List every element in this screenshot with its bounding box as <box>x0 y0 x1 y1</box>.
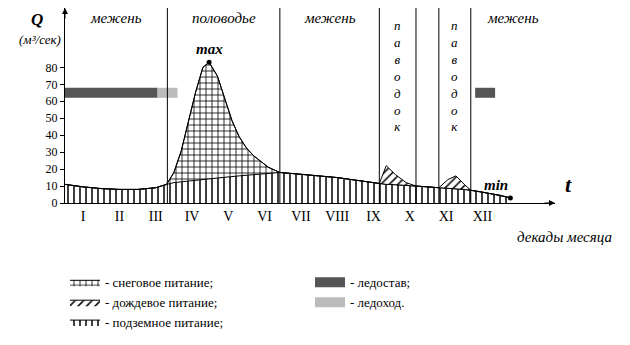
svg-text:20: 20 <box>46 162 58 176</box>
svg-text:- дождевое питание;: - дождевое питание; <box>105 295 217 310</box>
svg-text:30: 30 <box>46 145 58 159</box>
svg-text:V: V <box>223 209 233 224</box>
svg-text:80: 80 <box>46 61 58 75</box>
svg-text:10: 10 <box>46 179 58 193</box>
svg-text:Q: Q <box>31 10 43 29</box>
svg-text:декады месяца: декады месяца <box>517 229 612 245</box>
svg-text:IX: IX <box>366 209 381 224</box>
svg-text:max: max <box>196 41 223 57</box>
svg-text:IV: IV <box>185 209 200 224</box>
svg-text:(м³/сек): (м³/сек) <box>19 32 61 47</box>
svg-text:VI: VI <box>257 209 272 224</box>
svg-text:- снеговое питание;: - снеговое питание; <box>105 275 213 290</box>
svg-text:паводок: паводок <box>394 18 401 134</box>
svg-text:50: 50 <box>46 111 58 125</box>
svg-text:- подземное питание;: - подземное питание; <box>105 315 223 330</box>
svg-text:VIII: VIII <box>325 209 349 224</box>
svg-text:- ледоход.: - ледоход. <box>350 295 404 310</box>
svg-text:60: 60 <box>46 94 58 108</box>
svg-text:межень: межень <box>304 10 356 26</box>
svg-text:min: min <box>484 177 508 193</box>
svg-text:I: I <box>81 209 86 224</box>
svg-text:40: 40 <box>46 128 58 142</box>
svg-text:t: t <box>565 172 572 197</box>
svg-text:70: 70 <box>46 78 58 92</box>
svg-text:III: III <box>149 209 163 224</box>
svg-text:0: 0 <box>52 196 58 210</box>
svg-text:VII: VII <box>291 209 311 224</box>
svg-text:XI: XI <box>439 209 454 224</box>
svg-text:XII: XII <box>473 209 493 224</box>
svg-text:X: X <box>405 209 415 224</box>
svg-text:половодье: половодье <box>192 10 256 26</box>
svg-text:межень: межень <box>487 10 539 26</box>
svg-text:паводок: паводок <box>451 18 458 134</box>
svg-text:- ледостав;: - ледостав; <box>350 275 410 290</box>
svg-text:межень: межень <box>90 10 142 26</box>
svg-text:II: II <box>115 209 125 224</box>
